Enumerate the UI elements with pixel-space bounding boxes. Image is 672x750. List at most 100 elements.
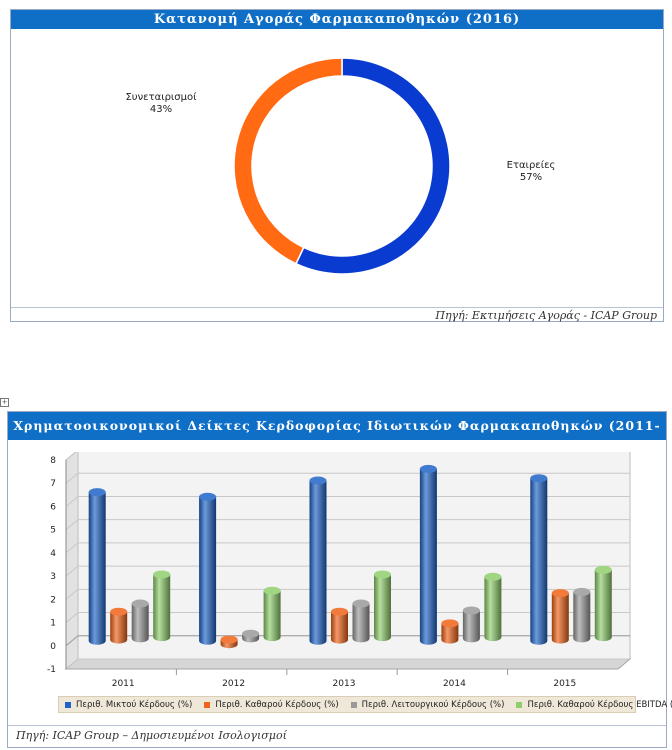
- source-divider: [11, 307, 663, 308]
- legend-swatch: [204, 701, 211, 708]
- y-tick-label: 8: [50, 456, 56, 466]
- bar-2013-s1: [331, 607, 348, 644]
- bar-2014-s2: [462, 606, 480, 643]
- bar-cap: [530, 474, 548, 483]
- legend-swatch: [516, 701, 523, 708]
- bar-body: [594, 569, 612, 642]
- bar-2014-s0: [419, 464, 437, 645]
- bar-body: [88, 492, 106, 645]
- bar-2011-s0: [88, 488, 106, 645]
- bar-2015-s3: [594, 565, 612, 642]
- bar-body: [441, 623, 459, 644]
- bar-body: [199, 496, 217, 645]
- bar-2012-s0: [199, 492, 217, 645]
- y-tick-label: 2: [50, 595, 56, 605]
- bar-body: [153, 574, 171, 642]
- bar-body: [419, 468, 437, 645]
- side-wall: [65, 452, 79, 671]
- bar-body: [131, 603, 149, 643]
- bar-cap: [242, 629, 260, 638]
- bar-cap: [352, 599, 370, 608]
- bar-cap: [441, 619, 459, 628]
- y-tick-label: 0: [50, 642, 56, 652]
- source-divider: [8, 725, 666, 726]
- bar-cap: [462, 606, 480, 615]
- bar-cap: [573, 587, 591, 596]
- slice-label-cooperatives-value: 43%: [149, 104, 173, 115]
- bar-cap: [484, 572, 502, 581]
- bar-cap: [419, 464, 437, 473]
- bar-2011-s3: [153, 570, 171, 642]
- profitability-bar-chart: -1 0 1 2 3 4 5 6 7 8 2011 2012 2013 2014 2015: [47, 452, 632, 689]
- slice-label-cooperatives-name: Συνεταιρισμοί: [125, 92, 197, 103]
- gridline: [65, 452, 77, 461]
- gridline: [65, 472, 630, 484]
- y-tick-label: 4: [50, 549, 56, 559]
- bar-2012-s2: [242, 629, 260, 643]
- bar-2011-s1: [110, 607, 128, 644]
- slice-label-cooperatives: Συνεταιρισμοί 43%: [121, 92, 201, 116]
- bar-cap: [374, 570, 391, 579]
- slice-label-companies-name: Εταιρείες: [506, 160, 556, 171]
- bar-2013-s0: [309, 476, 327, 645]
- gridline: [65, 565, 630, 577]
- bar-cap: [263, 586, 281, 595]
- legend-item-gross: Περιθ. Μικτού Κέρδους (%): [65, 700, 192, 710]
- x-tick-label: 2014: [443, 679, 466, 689]
- bar-2015-s1: [551, 589, 569, 644]
- gridline: [65, 588, 630, 600]
- gridline: [65, 495, 630, 507]
- bar-body: [374, 574, 391, 642]
- gridline: [65, 612, 630, 623]
- bar-2012-s1: [220, 635, 238, 649]
- slice-label-companies: Εταιρείες 57%: [491, 160, 571, 184]
- table-move-handle-icon[interactable]: +: [0, 398, 9, 407]
- bar-cap: [220, 635, 238, 644]
- donut-slice-1: [233, 57, 343, 265]
- y-tick-label: 7: [50, 479, 56, 489]
- legend-item-operating: Περιθ. Λειτουργικού Κέρδους (%): [350, 700, 504, 710]
- bar-cap: [594, 565, 612, 574]
- market-share-source: Πηγή: Εκτιμήσεις Αγοράς - ICAP Group: [435, 309, 657, 322]
- x-tick-label: 2013: [333, 679, 356, 689]
- bar-cap: [551, 589, 569, 598]
- y-tick-label: 1: [50, 619, 56, 629]
- x-tick-label: 2011: [112, 679, 135, 689]
- bar-body: [309, 480, 327, 645]
- bar-body: [551, 593, 569, 644]
- legend-item-net: Περιθ. Καθαρού Κέρδους (%): [204, 700, 339, 710]
- bar-body: [530, 478, 548, 645]
- y-tick-label: 5: [50, 526, 56, 536]
- y-tick-label: -1: [47, 665, 56, 675]
- bar-body: [331, 611, 348, 644]
- profitability-panel: Χρηματοοικονομικοί Δείκτες Κερδοφορίας Ι…: [7, 411, 672, 748]
- gridline: [65, 658, 630, 670]
- profitability-title: Χρηματοοικονομικοί Δείκτες Κερδοφορίας Ι…: [8, 412, 666, 461]
- gridline: [65, 519, 630, 531]
- profitability-source: Πηγή: ICAP Group – Δημοσιευμένοι Ισολογι…: [16, 729, 287, 742]
- market-share-panel: Κατανομή Αγοράς Φαρμακαποθηκών (2016) Συ…: [10, 9, 664, 322]
- floor: [64, 658, 632, 670]
- legend-swatch: [65, 701, 71, 708]
- bar-2013-s3: [374, 570, 391, 642]
- donut-chart: [233, 57, 451, 275]
- y-tick-label: 3: [50, 572, 56, 582]
- bar-2014-s3: [484, 572, 502, 642]
- chart-legend: Περιθ. Μικτού Κέρδους (%) Περιθ. Καθαρού…: [58, 696, 672, 713]
- donut-slice-0: [295, 57, 451, 275]
- bar-2015-s0: [530, 474, 548, 645]
- bar-2013-s2: [352, 599, 370, 643]
- x-tick-label: 2015: [553, 679, 576, 689]
- bar-body: [263, 590, 281, 642]
- x-tick-label: 2012: [222, 679, 245, 689]
- bar-body: [352, 603, 370, 643]
- bar-body: [110, 611, 128, 644]
- bar-2011-s2: [131, 599, 149, 643]
- bar-body: [573, 591, 591, 643]
- market-share-title: Κατανομή Αγοράς Φαρμακαποθηκών (2016): [11, 10, 663, 29]
- legend-swatch: [350, 701, 357, 708]
- gridline: [65, 542, 630, 554]
- bar-body: [462, 610, 480, 643]
- y-tick-label: 6: [50, 502, 56, 512]
- bar-cap: [88, 488, 106, 497]
